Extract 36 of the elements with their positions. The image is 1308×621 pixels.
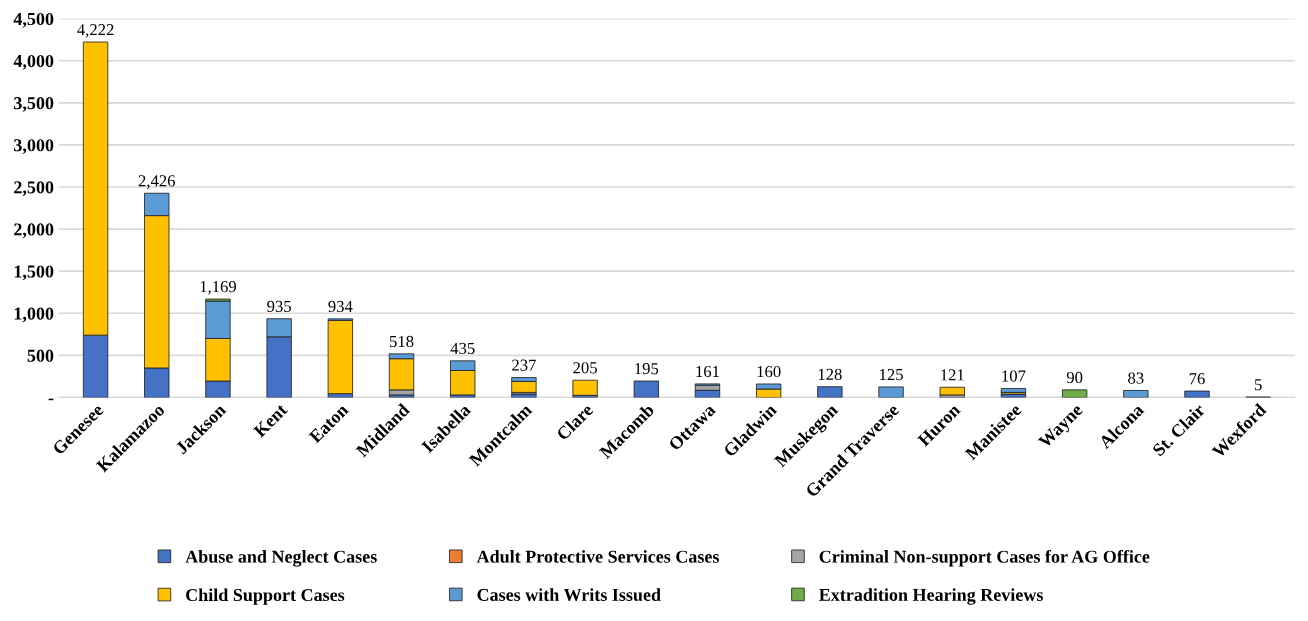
total-label: 83: [1128, 372, 1144, 384]
total-label: 2,426: [138, 175, 176, 189]
total-label: 4,222: [77, 24, 114, 38]
total-label: 934: [328, 300, 353, 313]
total-label: 107: [1002, 370, 1026, 382]
y-tick-label: 500: [27, 349, 54, 362]
legend-label: Child Support Cases: [186, 588, 345, 605]
y-tick-label: 4,000: [13, 54, 54, 70]
y-tick-label: 3,500: [14, 97, 54, 112]
y-tick-label: 2,500: [14, 181, 54, 197]
total-label: 128: [818, 368, 842, 380]
y-tick-label: 1,500: [14, 265, 54, 281]
y-tick-label: 3,000: [14, 139, 54, 154]
y-tick-label: -: [48, 398, 54, 401]
total-label: 161: [696, 365, 719, 378]
total-label: 237: [512, 359, 536, 371]
y-tick-label: 1,000: [14, 307, 54, 323]
total-label: 518: [390, 335, 414, 348]
total-label: 435: [450, 342, 475, 355]
legend-label: Abuse and Neglect Cases: [185, 550, 377, 567]
total-label: 195: [635, 363, 659, 375]
y-tick-label: 2,000: [14, 223, 54, 239]
total-label: 1,169: [200, 281, 237, 295]
total-label: 76: [1189, 373, 1205, 385]
legend-label: Criminal Non-support Cases for AG Office: [819, 549, 1150, 567]
total-label: 121: [941, 369, 964, 381]
total-label: 935: [267, 300, 291, 312]
total-label: 160: [757, 365, 781, 378]
legend-label: Cases with Writs Issued: [477, 588, 661, 602]
total-label: 90: [1066, 371, 1083, 384]
y-tick-label: 4,500: [13, 12, 54, 28]
total-label: 205: [573, 362, 597, 374]
total-label: 125: [880, 368, 903, 381]
legend-label: Adult Protective Services Cases: [476, 550, 719, 563]
legend-label: Extradition Hearing Reviews: [819, 588, 1043, 605]
total-label: 5: [1255, 379, 1262, 391]
